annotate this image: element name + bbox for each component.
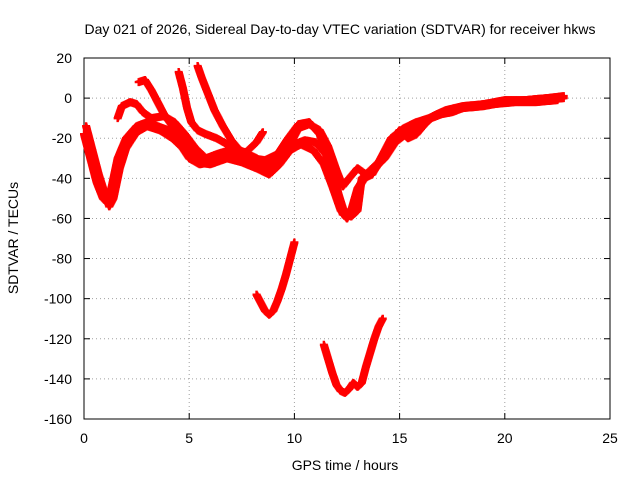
x-tick-label: 10 xyxy=(287,430,303,446)
chart-title: Day 021 of 2026, Sidereal Day-to-day VTE… xyxy=(85,21,596,37)
data-series-track-7 xyxy=(252,238,299,319)
y-tick-label: -80 xyxy=(52,251,72,267)
data-series-track-6 xyxy=(193,62,282,177)
y-tick-label: -60 xyxy=(52,210,72,226)
y-tick-label: -140 xyxy=(44,371,72,387)
x-axis-label: GPS time / hours xyxy=(292,457,399,473)
data-series-track-3 xyxy=(113,92,568,219)
x-tick-label: 15 xyxy=(392,430,408,446)
x-tick-label: 25 xyxy=(602,430,618,446)
y-tick-label: -120 xyxy=(44,331,72,347)
data-point xyxy=(378,314,387,323)
y-tick-label: -160 xyxy=(44,411,72,427)
data-point xyxy=(557,94,566,103)
x-tick-label: 20 xyxy=(497,430,513,446)
y-tick-label: -20 xyxy=(52,130,72,146)
x-tick-label: 5 xyxy=(185,430,193,446)
data-point xyxy=(290,238,299,247)
axis-ticks xyxy=(83,57,611,420)
tick-labels: 0 5 10 15 20 25 20 0 -20 -40 -60 -80 -100 -120 -140 -16… xyxy=(44,50,618,446)
data-series-track-8 xyxy=(319,314,387,397)
data-point xyxy=(258,128,267,137)
y-tick-label: 0 xyxy=(64,90,72,106)
grid xyxy=(84,58,610,419)
x-tick-label: 0 xyxy=(80,430,88,446)
plot-area xyxy=(83,57,611,420)
data-point xyxy=(273,162,282,171)
y-axis-label: SDTVAR / TECUs xyxy=(5,182,21,294)
y-tick-label: -100 xyxy=(44,291,72,307)
y-tick-label: 20 xyxy=(56,50,72,66)
data-series-track-4 xyxy=(134,76,566,191)
data-series xyxy=(80,62,568,397)
y-tick-label: -40 xyxy=(52,170,72,186)
